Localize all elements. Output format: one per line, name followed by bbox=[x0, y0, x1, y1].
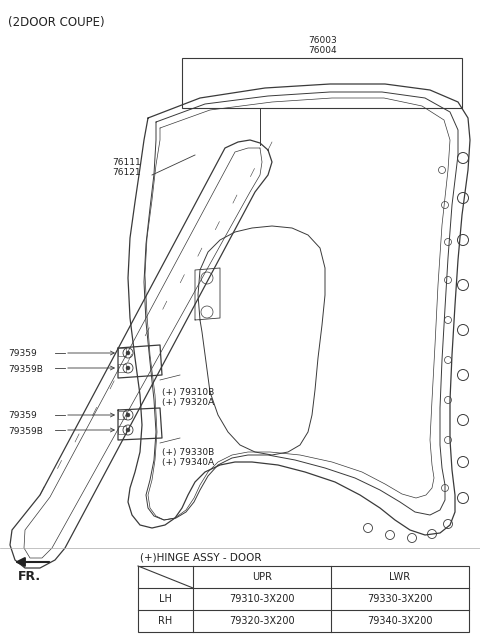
Bar bbox=[118, 348, 126, 356]
Bar bbox=[118, 426, 126, 434]
Text: 79359: 79359 bbox=[8, 410, 37, 419]
Text: (+) 79320A: (+) 79320A bbox=[162, 398, 214, 407]
Circle shape bbox=[126, 366, 130, 370]
Text: 76121: 76121 bbox=[112, 168, 141, 177]
Text: 79330-3X200: 79330-3X200 bbox=[367, 594, 433, 604]
Text: LH: LH bbox=[159, 594, 172, 604]
Text: 76003: 76003 bbox=[308, 36, 337, 45]
Text: FR.: FR. bbox=[18, 570, 41, 583]
Bar bbox=[138, 566, 469, 632]
Text: 79340-3X200: 79340-3X200 bbox=[367, 616, 433, 626]
Text: (+)HINGE ASSY - DOOR: (+)HINGE ASSY - DOOR bbox=[140, 553, 262, 563]
Bar bbox=[182, 58, 462, 108]
Text: (2DOOR COUPE): (2DOOR COUPE) bbox=[8, 16, 105, 29]
Text: 79310-3X200: 79310-3X200 bbox=[229, 594, 295, 604]
Text: 76111: 76111 bbox=[112, 158, 141, 167]
Text: 76004: 76004 bbox=[308, 46, 336, 55]
Circle shape bbox=[126, 413, 130, 417]
Bar bbox=[118, 411, 126, 419]
Circle shape bbox=[126, 351, 130, 355]
Text: 79359B: 79359B bbox=[8, 366, 43, 374]
Text: 79359: 79359 bbox=[8, 348, 37, 357]
Text: (+) 79330B: (+) 79330B bbox=[162, 448, 214, 457]
Text: (+) 79310B: (+) 79310B bbox=[162, 388, 214, 397]
Bar bbox=[118, 364, 126, 372]
Text: 79359B: 79359B bbox=[8, 427, 43, 436]
Circle shape bbox=[126, 428, 130, 432]
Text: (+) 79340A: (+) 79340A bbox=[162, 458, 214, 467]
Text: RH: RH bbox=[158, 616, 173, 626]
Text: 79320-3X200: 79320-3X200 bbox=[229, 616, 295, 626]
Text: LWR: LWR bbox=[389, 572, 410, 582]
Text: UPR: UPR bbox=[252, 572, 272, 582]
